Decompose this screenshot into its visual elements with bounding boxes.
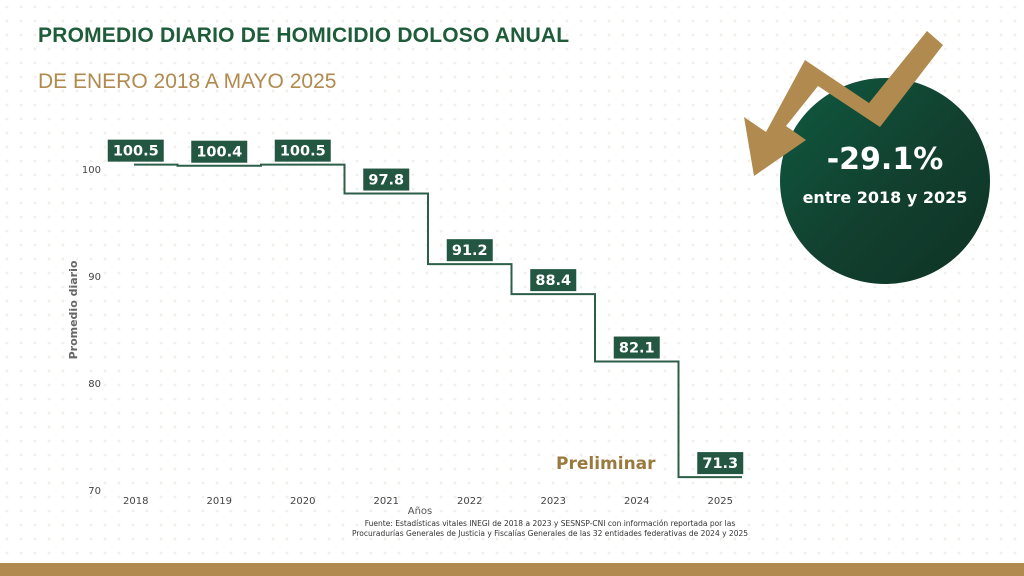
data-label-box: [446, 239, 493, 262]
y-tick-label: 100: [82, 165, 101, 176]
data-label: 100.4: [191, 140, 248, 163]
page-title: PROMEDIO DIARIO DE HOMICIDIO DOLOSO ANUA…: [38, 24, 570, 47]
change-percentage: -29.1%: [826, 142, 944, 177]
y-tick-label: 80: [88, 379, 101, 390]
x-tick-label: 2025: [708, 496, 733, 507]
data-label-box: [274, 139, 331, 162]
data-label: 100.5: [107, 139, 164, 162]
x-tick-label: 2019: [207, 496, 232, 507]
bottom-accent-bar: [0, 563, 1024, 576]
preliminar-note: Preliminar: [556, 454, 656, 474]
x-tick-label: 2023: [541, 496, 566, 507]
source-note: Fuente: Estadísticas vitales INEGI de 20…: [340, 519, 760, 539]
data-label-text: 71.3: [702, 456, 738, 472]
data-labels: 100.5 100.4 100.5 97.8 91.2 88.4 82.1 71.3: [107, 139, 744, 475]
data-label-box: [107, 139, 164, 162]
y-tick-label: 90: [88, 272, 101, 283]
data-label-text: 88.4: [535, 273, 571, 289]
data-label-text: 100.4: [196, 145, 242, 161]
x-tick-label: 2022: [457, 496, 482, 507]
data-label-text: 82.1: [619, 341, 655, 357]
x-axis-title: Años: [408, 506, 433, 517]
y-tick-label: 70: [88, 486, 101, 497]
data-label: 82.1: [613, 336, 660, 359]
data-label-box: [613, 336, 660, 359]
data-label-box: [697, 452, 744, 475]
y-axis-ticks: 70 80 90 100: [82, 165, 101, 497]
data-label-box: [530, 269, 577, 292]
x-tick-label: 2024: [624, 496, 649, 507]
x-tick-label: 2021: [374, 496, 399, 507]
source-line-1: Fuente: Estadísticas vitales INEGI de 20…: [364, 519, 736, 528]
series-step-line: [134, 163, 742, 479]
data-label: 71.3: [697, 452, 744, 475]
source-line-2: Procuradurías Generales de Justicia y Fi…: [351, 529, 749, 538]
data-label-text: 100.5: [280, 144, 326, 160]
data-label: 91.2: [446, 239, 493, 262]
page-subtitle: DE ENERO 2018 A MAYO 2025: [38, 70, 337, 93]
change-description: entre 2018 y 2025: [802, 188, 968, 207]
data-label-text: 91.2: [452, 243, 488, 259]
x-tick-label: 2018: [123, 496, 148, 507]
data-label-box: [191, 140, 248, 163]
data-label-text: 97.8: [368, 173, 404, 189]
data-label-text: 100.5: [113, 144, 159, 160]
data-label: 100.5: [274, 139, 331, 162]
y-axis-title: Promedio diario: [67, 260, 80, 359]
data-label: 97.8: [363, 168, 410, 191]
x-axis-ticks: 2018 2019 2020 2021 2022 2023 2024 2025: [123, 496, 733, 507]
data-label: 88.4: [530, 269, 577, 292]
x-tick-label: 2020: [290, 496, 315, 507]
data-label-box: [363, 168, 410, 191]
